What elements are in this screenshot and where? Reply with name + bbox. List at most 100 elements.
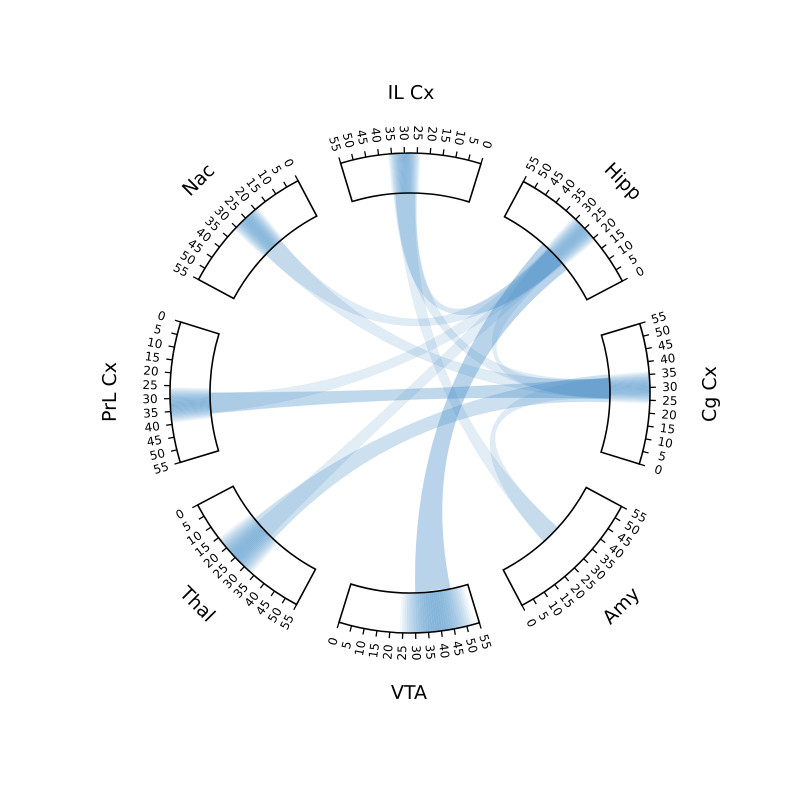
tick-mark xyxy=(481,158,483,164)
tick-mark xyxy=(352,154,353,160)
tick-mark xyxy=(192,505,197,508)
tick-mark xyxy=(648,426,654,427)
tick-mark xyxy=(585,224,589,228)
tick-mark xyxy=(533,599,536,604)
tick-mark xyxy=(378,149,379,155)
tick-label: 55 xyxy=(152,459,171,477)
tick-mark xyxy=(223,233,228,237)
tick-mark xyxy=(168,437,174,438)
tick-mark xyxy=(282,598,285,603)
tick-mark xyxy=(592,549,597,553)
tick-mark xyxy=(273,189,276,194)
tick-label: 0 xyxy=(653,462,664,478)
tick-mark xyxy=(171,333,177,334)
tick-mark xyxy=(646,348,652,349)
links-layer xyxy=(210,193,610,593)
tick-label: 15 xyxy=(659,421,676,437)
tick-label: 5 xyxy=(339,640,354,651)
segment-highlight xyxy=(609,371,650,404)
tick-mark xyxy=(251,205,255,210)
tick-mark xyxy=(222,548,227,552)
tick-mark xyxy=(206,527,211,530)
tick-mark xyxy=(376,631,377,637)
segment-label: VTA xyxy=(391,682,427,704)
tick-label: 10 xyxy=(656,434,674,451)
tick-mark xyxy=(271,591,274,596)
segment-highlight xyxy=(388,153,421,194)
tick-mark xyxy=(199,516,204,519)
tick-label: 30 xyxy=(142,392,158,406)
tick-mark xyxy=(250,575,254,580)
tick-label: 25 xyxy=(411,125,425,141)
tick-label: 20 xyxy=(661,407,677,422)
tick-mark xyxy=(430,148,431,154)
tick-mark xyxy=(337,622,339,628)
tick-mark xyxy=(622,278,627,281)
tick-mark xyxy=(231,557,235,561)
tick-mark xyxy=(615,518,620,521)
tick-mark xyxy=(649,413,655,414)
tick-mark xyxy=(646,439,652,440)
tick-mark xyxy=(639,464,645,466)
tick-mark xyxy=(556,198,560,203)
tick-label: 20 xyxy=(380,644,395,660)
tick-mark xyxy=(535,183,538,188)
segment-label: Thal xyxy=(174,582,219,627)
tick-label: 55 xyxy=(326,135,344,154)
tick-label: 30 xyxy=(397,125,411,141)
tick-mark xyxy=(565,576,569,581)
tick-label: 20 xyxy=(424,126,439,142)
tick-mark xyxy=(643,452,649,453)
tick-mark xyxy=(284,182,287,187)
tick-mark xyxy=(566,206,570,211)
tick-mark xyxy=(643,335,649,336)
tick-mark xyxy=(193,277,198,280)
tick-mark xyxy=(241,214,245,218)
tick-mark xyxy=(389,632,390,638)
tick-mark xyxy=(166,424,172,425)
tick-mark xyxy=(441,631,442,637)
tick-mark xyxy=(165,372,171,373)
tick-label: 30 xyxy=(662,380,678,394)
tick-mark xyxy=(295,175,298,180)
tick-mark xyxy=(555,584,559,589)
tick-mark xyxy=(294,605,297,610)
tick-mark xyxy=(601,245,606,249)
tick-mark xyxy=(616,267,621,270)
tick-mark xyxy=(232,223,236,227)
tick-label: 30 xyxy=(409,645,423,661)
tick-label: 25 xyxy=(142,378,158,392)
tick-label: 20 xyxy=(143,363,159,378)
tick-mark xyxy=(600,539,605,543)
tick-mark xyxy=(469,154,470,160)
tick-mark xyxy=(454,629,455,635)
tick-mark xyxy=(171,450,177,451)
tick-mark xyxy=(174,462,180,464)
tick-mark xyxy=(640,322,646,324)
tick-mark xyxy=(175,320,181,322)
tick-mark xyxy=(363,629,364,635)
tick-mark xyxy=(593,234,598,238)
tick-label: 25 xyxy=(395,645,409,661)
tick-label: 40 xyxy=(436,642,452,659)
tick-mark xyxy=(215,243,220,247)
tick-mark xyxy=(574,568,578,572)
tick-mark xyxy=(467,626,468,632)
tick-label: 35 xyxy=(382,126,397,142)
tick-mark xyxy=(576,215,580,219)
tick-mark xyxy=(456,152,457,158)
tick-mark xyxy=(207,254,212,257)
tick-mark xyxy=(584,559,588,563)
tick-label: 35 xyxy=(423,644,438,660)
tick-mark xyxy=(365,151,366,157)
tick-mark xyxy=(622,506,627,509)
tick-label: 35 xyxy=(143,406,159,421)
segment-label: Cg Cx xyxy=(699,366,721,422)
tick-mark xyxy=(523,176,526,181)
